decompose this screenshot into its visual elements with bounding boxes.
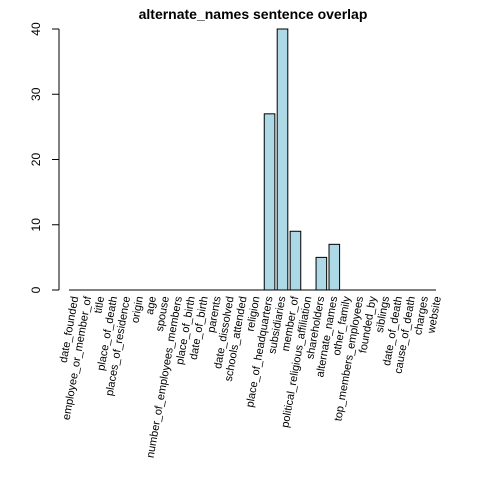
category-label: age xyxy=(144,295,159,315)
bar xyxy=(263,113,276,291)
bar xyxy=(276,28,289,291)
y-tick-label: 40 xyxy=(29,22,43,36)
bar xyxy=(328,243,341,291)
y-tick-label: 10 xyxy=(29,218,43,232)
chart-title: alternate_names sentence overlap xyxy=(139,6,368,22)
bar xyxy=(289,230,302,291)
y-tick-label: 30 xyxy=(29,87,43,101)
bar xyxy=(315,256,328,291)
category-label: origin xyxy=(130,295,146,324)
y-tick-label: 20 xyxy=(29,153,43,167)
bars xyxy=(69,28,436,291)
x-axis-labels: date_foundedemployee_or_member_oftitlepl… xyxy=(58,295,444,459)
y-axis: 0 10 20 30 40 xyxy=(29,22,60,293)
category-label: title xyxy=(92,295,107,314)
y-tick-label: 0 xyxy=(29,286,43,293)
